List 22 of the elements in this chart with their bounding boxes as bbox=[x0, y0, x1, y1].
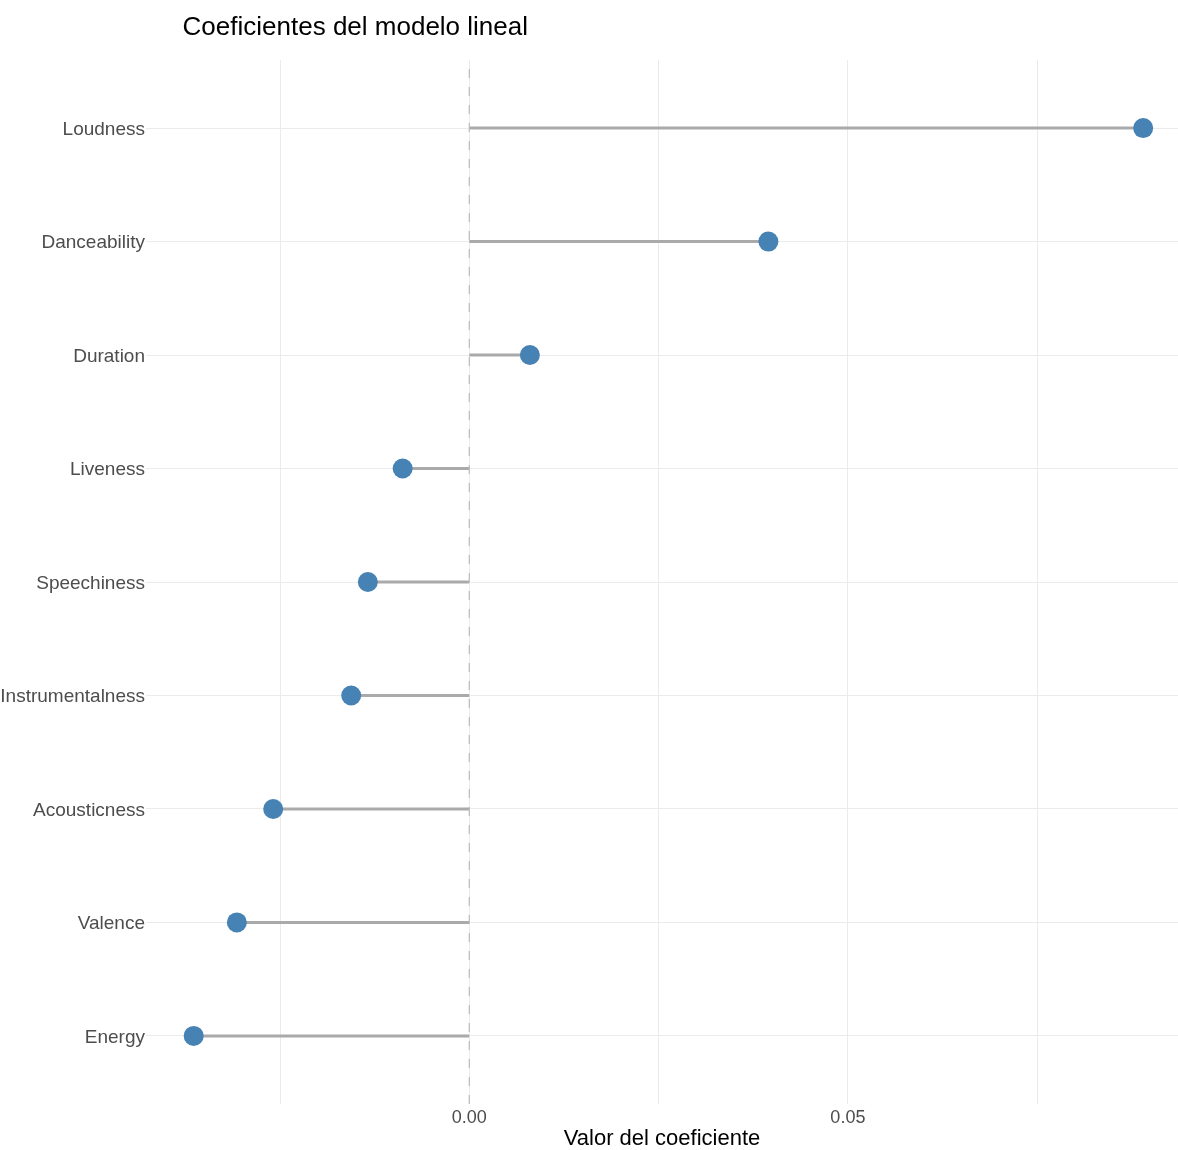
x-tick-label: 0.00 bbox=[451, 1107, 487, 1127]
point bbox=[226, 912, 247, 933]
y-tick-label: Energy bbox=[84, 1025, 146, 1047]
point bbox=[183, 1025, 204, 1046]
point bbox=[758, 231, 779, 252]
point bbox=[1133, 118, 1154, 139]
y-tick-label: Speechiness bbox=[36, 571, 145, 593]
y-tick-label: Duration bbox=[73, 344, 145, 366]
y-tick-label: Loudness bbox=[62, 117, 145, 139]
point bbox=[263, 798, 284, 819]
point bbox=[357, 572, 378, 592]
y-tick-label: Danceability bbox=[41, 231, 146, 253]
point bbox=[392, 458, 413, 479]
y-tick-label: Acousticness bbox=[33, 798, 145, 820]
y-tick-label: Valence bbox=[77, 912, 145, 934]
x-axis-title: Valor del coeficiente bbox=[563, 1125, 761, 1150]
point bbox=[519, 345, 540, 366]
y-tick-label: Instrumentalness bbox=[0, 685, 145, 707]
x-tick-label: 0.05 bbox=[830, 1107, 866, 1127]
y-tick-label: Liveness bbox=[70, 458, 145, 480]
point bbox=[341, 685, 362, 706]
chart-title: Coeficientes del modelo lineal bbox=[182, 11, 529, 42]
